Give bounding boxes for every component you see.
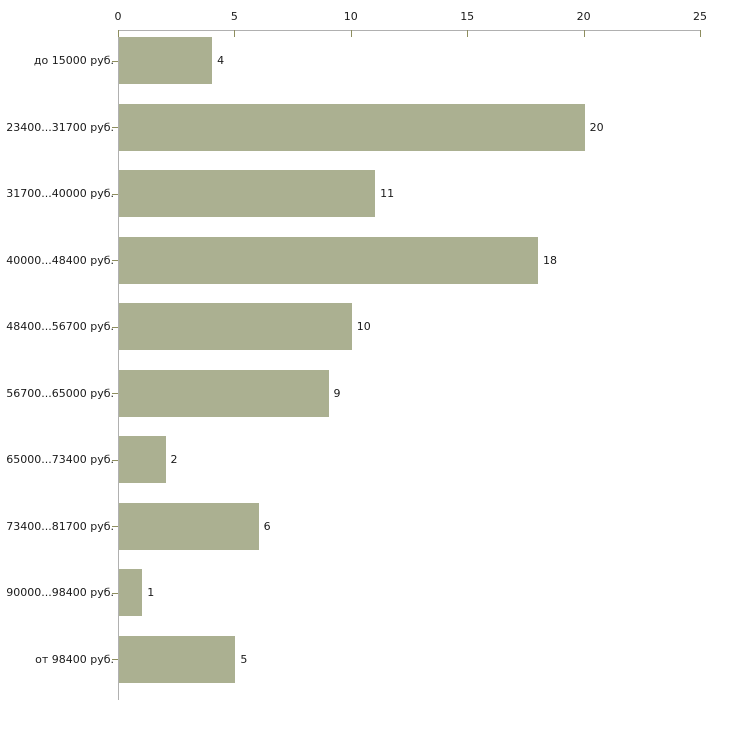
category-label: до 15000 руб. [33, 54, 114, 67]
x-tick-label: 25 [693, 10, 707, 23]
category-tick-mark [112, 592, 118, 594]
category-tick-mark [112, 526, 118, 527]
x-tick-mark [118, 30, 119, 37]
bar-row: 23400...31700 руб. 20 [0, 103, 730, 151]
x-axis-line [118, 30, 700, 31]
y-axis-line [118, 30, 119, 700]
category-tick-mark [112, 60, 118, 62]
bar-value-label: 1 [147, 586, 155, 599]
bar-row: 31700...40000 руб. 11 [0, 170, 730, 217]
bar-row: от 98400 руб. 5 [0, 635, 730, 683]
bar-row: до 15000 руб. 4 [0, 37, 730, 84]
x-tick-label: 20 [576, 10, 591, 23]
bar-row: 48400...56700 руб. 10 [0, 303, 730, 350]
bar-value-label: 5 [240, 652, 248, 666]
category-label: 23400...31700 руб. [6, 120, 114, 134]
bar-row: 90000...98400 руб. 1 [0, 569, 730, 616]
category-label: от 98400 руб. [35, 652, 114, 666]
category-label: 65000...73400 руб. [6, 453, 114, 466]
category-label: 56700...65000 руб. [6, 386, 114, 400]
bar-value-label: 4 [217, 54, 225, 67]
x-tick-mark [467, 30, 469, 37]
x-tick-label: 0 [114, 10, 122, 23]
bar[interactable] [119, 569, 143, 616]
category-tick-mark [112, 393, 118, 394]
bar-value-label: 18 [543, 253, 558, 267]
bar-value-label: 20 [589, 120, 604, 134]
category-tick-mark [112, 127, 118, 128]
bar-row: 73400...81700 руб. 6 [0, 502, 730, 550]
bar[interactable] [119, 635, 236, 683]
bar[interactable] [119, 303, 352, 350]
category-tick-mark [112, 326, 118, 328]
category-label: 31700...40000 руб. [6, 187, 114, 200]
bar[interactable] [119, 369, 329, 417]
category-tick-mark [112, 459, 118, 461]
category-tick-mark [112, 659, 118, 660]
bar-row: 65000...73400 руб. 2 [0, 436, 730, 483]
x-tick-label: 5 [230, 10, 238, 23]
bar[interactable] [119, 502, 259, 550]
bar[interactable] [119, 37, 213, 84]
bar-value-label: 2 [170, 453, 178, 466]
bar-value-label: 6 [263, 519, 271, 533]
category-label: 90000...98400 руб. [6, 586, 114, 599]
bar[interactable] [119, 170, 376, 217]
bar-value-label: 11 [380, 187, 395, 200]
x-tick-mark [700, 30, 701, 37]
bar-row: 56700...65000 руб. 9 [0, 369, 730, 417]
x-tick-mark [234, 30, 236, 37]
category-label: 73400...81700 руб. [6, 519, 114, 533]
bar[interactable] [119, 103, 585, 151]
category-tick-mark [112, 193, 118, 195]
category-tick-mark [112, 260, 118, 261]
bar[interactable] [119, 236, 539, 284]
x-tick-label: 10 [343, 10, 358, 23]
bar[interactable] [119, 436, 166, 483]
bar-value-label: 10 [356, 320, 371, 333]
bar-value-label: 9 [333, 386, 341, 400]
category-label: 48400...56700 руб. [6, 320, 114, 333]
x-tick-label: 15 [460, 10, 475, 23]
category-label: 40000...48400 руб. [6, 253, 114, 267]
bar-row: 40000...48400 руб. 18 [0, 236, 730, 284]
x-tick-mark [350, 30, 352, 37]
x-tick-mark [583, 30, 585, 37]
